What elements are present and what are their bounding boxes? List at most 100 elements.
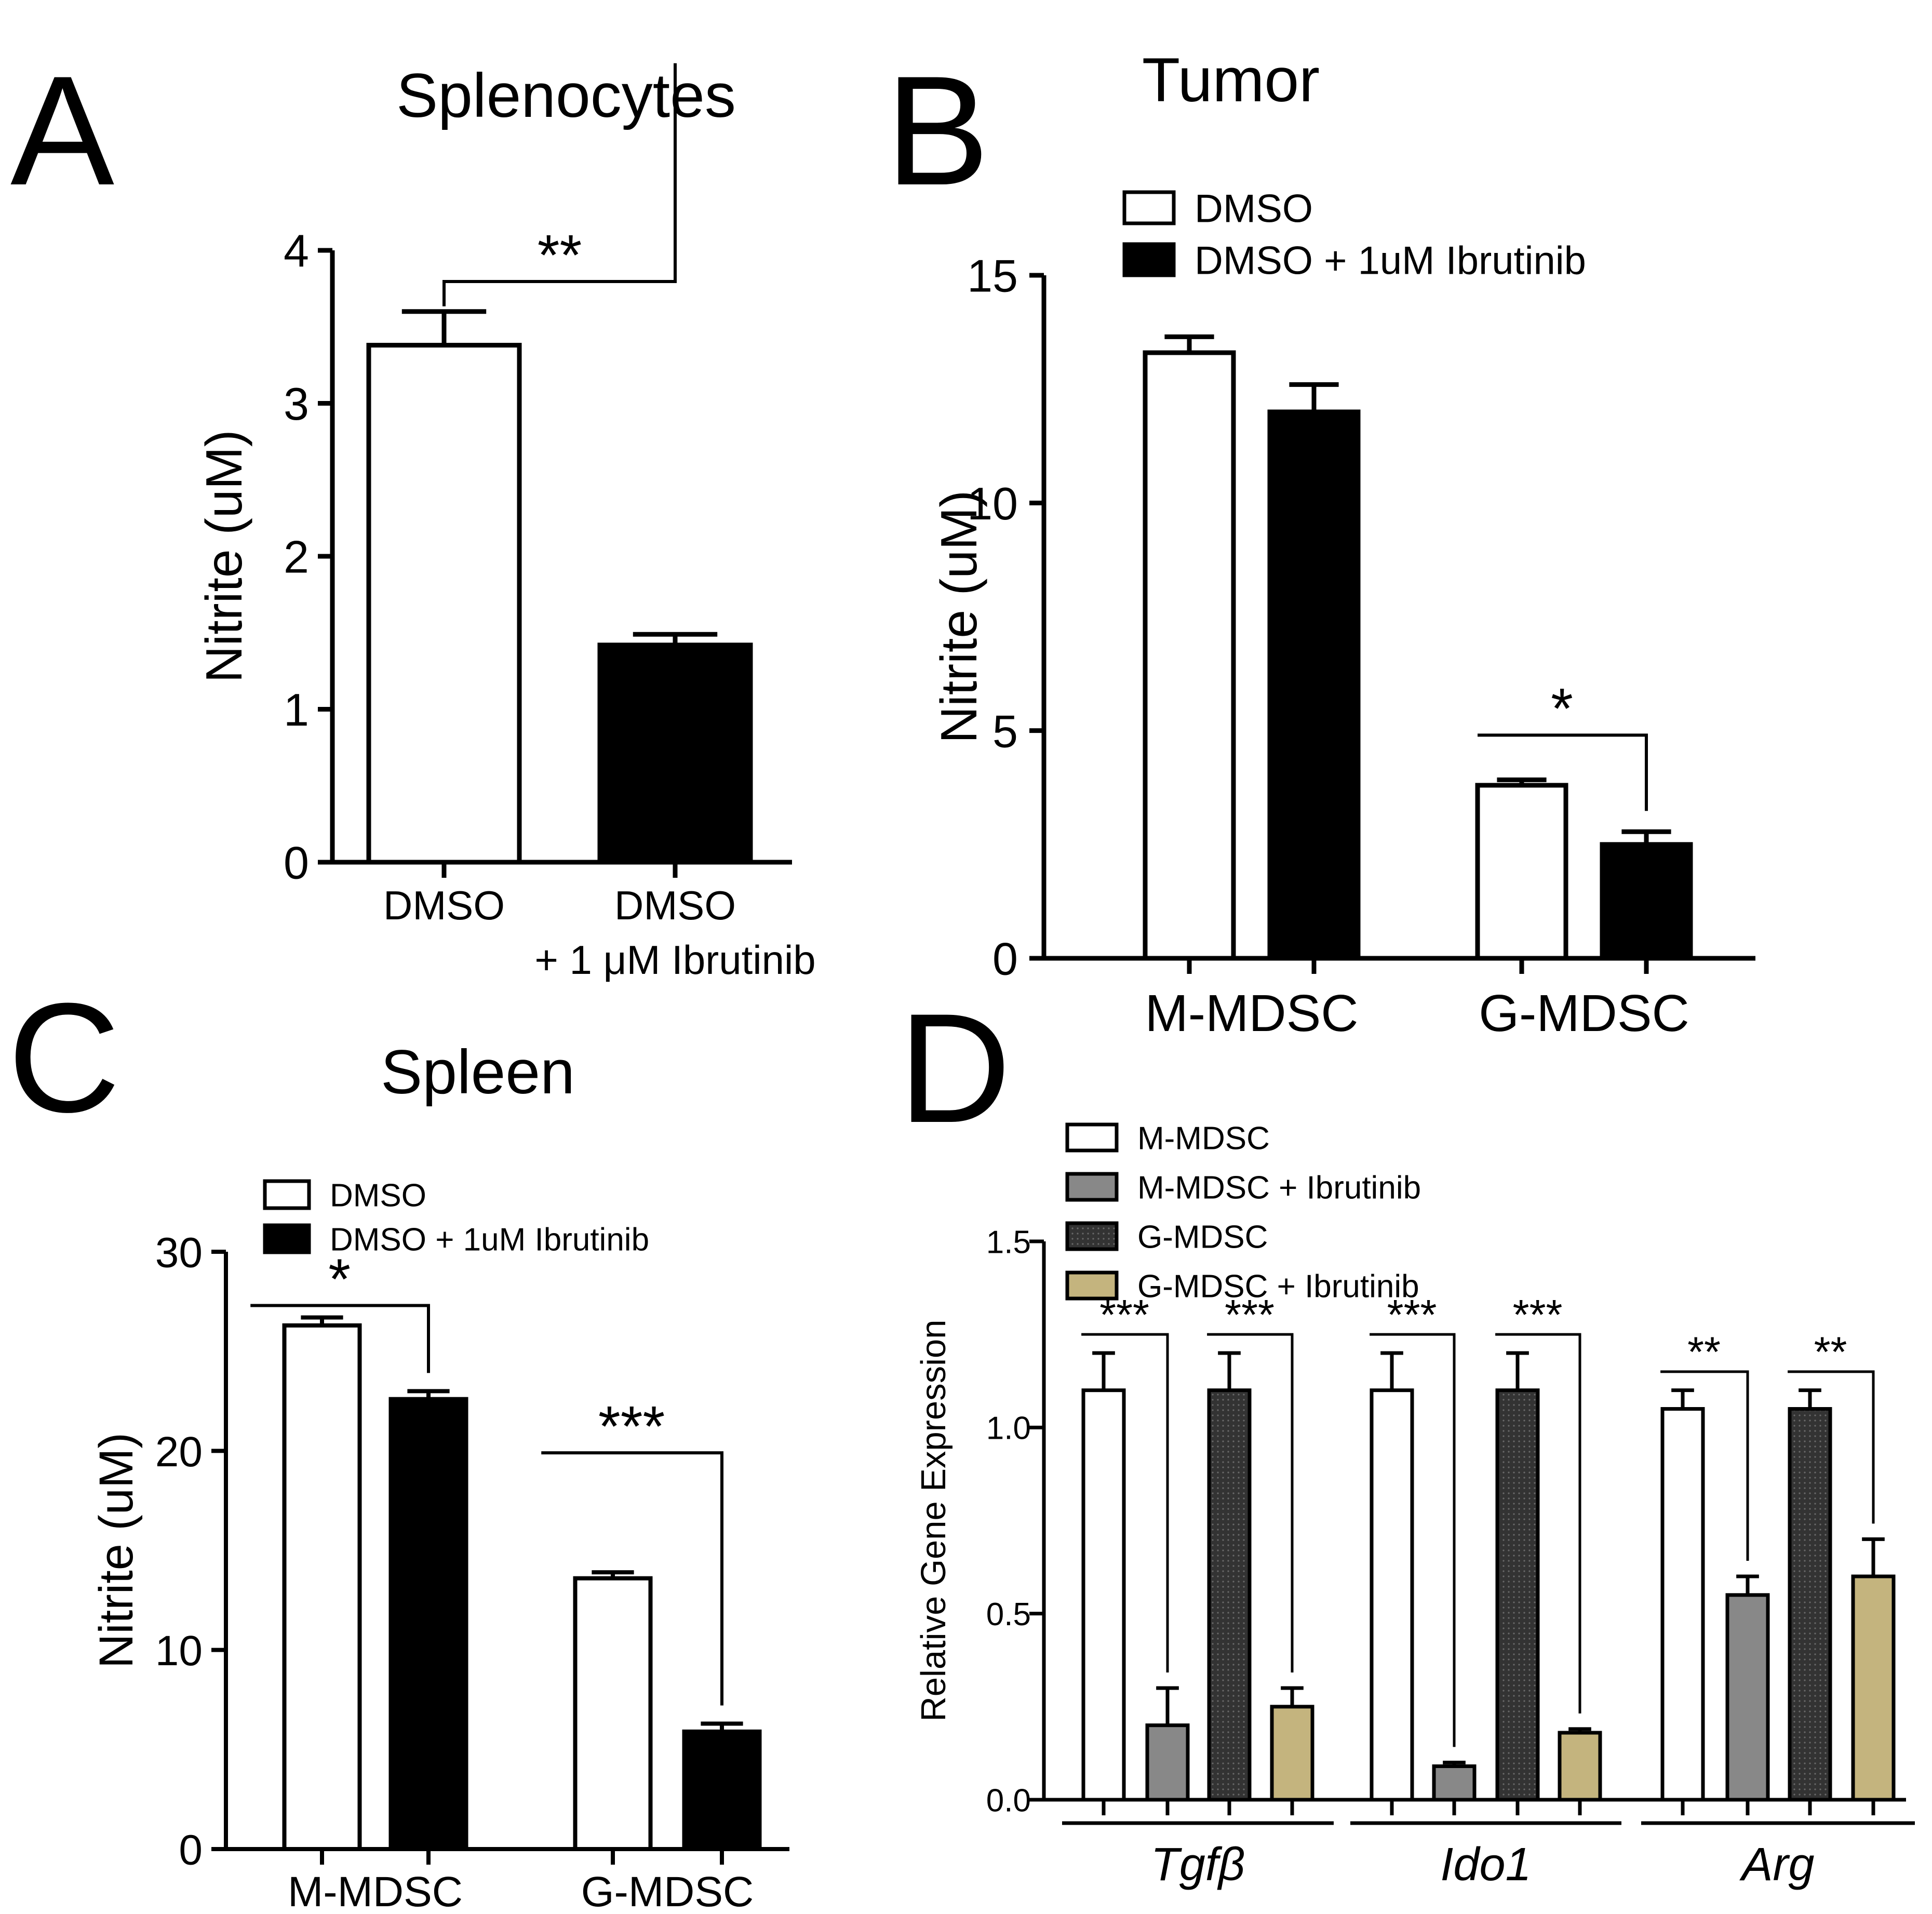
panel-c-plot: 0 10 20 30 Nitrite (uM) DMSO DMSO + 1uM Ibruti… — [90, 1177, 789, 1914]
panel-d-legend-label: G-MDSC — [1137, 1219, 1268, 1255]
panel-b-plot: 0 5 10 15 Nitrite (uM) DMSO DMSO + 1uM Ibrutin… — [930, 186, 1755, 1042]
panel-d-bar — [1660, 1407, 1705, 1802]
panel-a-y-axis-label: Nitrite (uM) — [195, 430, 252, 682]
panel-d-legend-swatch — [1065, 1221, 1119, 1251]
panel-c-x-tick-label: M-MDSC — [288, 1868, 463, 1914]
panel-c-significance-bracket — [250, 1304, 430, 1373]
panel-a-y-tick-label: 4 — [284, 225, 309, 277]
panel-c-y-tick-label: 10 — [155, 1627, 203, 1675]
panel-a-significance-label: ** — [538, 223, 582, 287]
panel-d-bar — [1558, 1731, 1602, 1802]
panel-a-y-tick-label: 1 — [284, 684, 309, 735]
panel-c-bar — [388, 1397, 468, 1852]
panel-a-plot: 0 1 2 3 4 Nitrite (uM) DMSO DMSO + 1 μM Ibrutini… — [195, 63, 816, 983]
panel-b-y-tick-label: 10 — [967, 478, 1018, 529]
panel-c-y-tick-label: 30 — [155, 1229, 203, 1277]
panel-b-bar — [1143, 350, 1236, 961]
panel-d-bar — [1725, 1593, 1770, 1802]
panel-letter-c: C — [8, 970, 120, 1145]
panel-c-significance-label: * — [328, 1247, 351, 1311]
panel-b-legend-label: DMSO — [1195, 186, 1313, 231]
panel-b-significance-bracket — [1478, 733, 1648, 811]
panel-b-bar — [1475, 783, 1568, 961]
panel-c-y-axis-label: Nitrite (uM) — [90, 1433, 143, 1668]
panel-d-significance-label: ** — [1814, 1329, 1847, 1376]
panel-b-x-tick-label: G-MDSC — [1479, 984, 1689, 1042]
panel-c-bar — [282, 1323, 362, 1851]
panel-c-significance-label: *** — [598, 1395, 665, 1458]
panel-a-title: Splenocytes — [396, 61, 736, 130]
panel-d-bar — [1370, 1388, 1414, 1802]
panel-d-significance-label: *** — [1513, 1291, 1563, 1339]
panel-d-bar — [1081, 1388, 1126, 1802]
panel-d-significance-label: *** — [1099, 1291, 1149, 1339]
panel-c-bar — [682, 1729, 762, 1851]
panel-b-title: Tumor — [1142, 45, 1320, 115]
panel-b-legend-swatch — [1122, 190, 1176, 225]
panel-letter-d: D — [898, 981, 1011, 1155]
panel-d-x-tick-label: Ido1 — [1440, 1839, 1531, 1891]
panel-d-legend-label: M-MDSC — [1137, 1120, 1270, 1156]
panel-a-bar — [597, 643, 753, 865]
panel-b-legend-swatch — [1122, 242, 1176, 277]
panel-d-bar — [1145, 1723, 1190, 1802]
panel-letter-b: B — [886, 43, 989, 218]
panel-d-legend-label: G-MDSC + Ibrutinib — [1137, 1268, 1419, 1304]
panel-d-significance-bracket — [1788, 1370, 1875, 1524]
panel-d-x-tick-label: Arg — [1739, 1839, 1814, 1891]
panel-a-y-tick-label: 2 — [284, 531, 309, 583]
panel-d-x-tick-label: Tgfβ — [1151, 1839, 1245, 1891]
panel-d-y-tick-label: 1.0 — [986, 1411, 1031, 1447]
panel-d-significance-bracket — [1495, 1333, 1581, 1714]
panel-d-bar — [1432, 1764, 1477, 1802]
panel-c-y-tick-label: 0 — [179, 1827, 203, 1874]
panel-d-y-tick-label: 1.5 — [986, 1224, 1031, 1260]
panel-d-bar — [1270, 1705, 1314, 1802]
panel-d-y-tick-label: 0.0 — [986, 1783, 1031, 1818]
panel-d-bar — [1207, 1388, 1252, 1802]
panel-a-y-tick-label: 0 — [284, 837, 309, 889]
panel-b-y-axis-label: Nitrite (uM) — [930, 490, 987, 743]
panel-d-significance-bracket — [1370, 1333, 1456, 1747]
panel-c-x-tick-label: G-MDSC — [581, 1868, 754, 1914]
panel-d-significance-bracket — [1207, 1333, 1294, 1672]
panel-a-x-tick-label: DMSO — [383, 882, 505, 928]
panel-d-bar — [1851, 1574, 1896, 1802]
panel-c-legend-label: DMSO + 1uM Ibrutinib — [330, 1222, 649, 1257]
panel-d-bar — [1788, 1407, 1832, 1802]
panel-a-bar — [366, 343, 522, 865]
panel-c-legend-swatch — [263, 1179, 311, 1210]
panel-d-plot: 0.0 0.5 1.0 1.5 Relative Gene Expression M-MD… — [914, 1120, 1915, 1891]
panel-d-legend-swatch — [1065, 1270, 1119, 1301]
panel-b-y-tick-label: 5 — [992, 705, 1018, 757]
panel-c-legend-label: DMSO — [330, 1177, 426, 1213]
panel-letter-a: A — [10, 43, 115, 218]
panel-a-significance-bracket — [442, 63, 677, 306]
panel-d-y-axis-label: Relative Gene Expression — [914, 1319, 953, 1721]
panel-d-significance-label: ** — [1687, 1329, 1721, 1376]
panel-a-x-tick-label: + 1 μM Ibrutinib — [534, 937, 815, 983]
panel-d-significance-label: *** — [1225, 1291, 1274, 1339]
panel-b-y-tick-label: 0 — [992, 933, 1018, 985]
panel-c-legend-swatch — [263, 1223, 311, 1254]
panel-c-bar — [573, 1576, 653, 1852]
panel-b-bar — [1267, 409, 1361, 961]
panel-c-significance-bracket — [541, 1451, 723, 1706]
panel-d-y-tick-label: 0.5 — [986, 1597, 1031, 1632]
panel-b-bar — [1600, 842, 1693, 961]
panel-b-y-tick-label: 15 — [967, 250, 1018, 302]
panel-c-title: Spleen — [381, 1037, 575, 1107]
panel-d-legend-swatch — [1065, 1122, 1119, 1153]
panel-a-y-tick-label: 3 — [284, 378, 309, 430]
panel-b-x-tick-label: M-MDSC — [1145, 984, 1358, 1042]
panel-d-significance-label: *** — [1387, 1291, 1437, 1339]
panel-d-significance-bracket — [1660, 1370, 1749, 1561]
panel-b-significance-label: * — [1551, 677, 1573, 741]
panel-b-legend-label: DMSO + 1uM Ibrutinib — [1195, 238, 1586, 283]
panel-a-x-tick-label: DMSO — [614, 882, 736, 928]
panel-c-y-tick-label: 20 — [155, 1428, 203, 1476]
panel-d-legend-swatch — [1065, 1172, 1119, 1202]
panel-d-bar — [1495, 1388, 1540, 1802]
panel-d-legend-label: M-MDSC + Ibrutinib — [1137, 1170, 1421, 1206]
